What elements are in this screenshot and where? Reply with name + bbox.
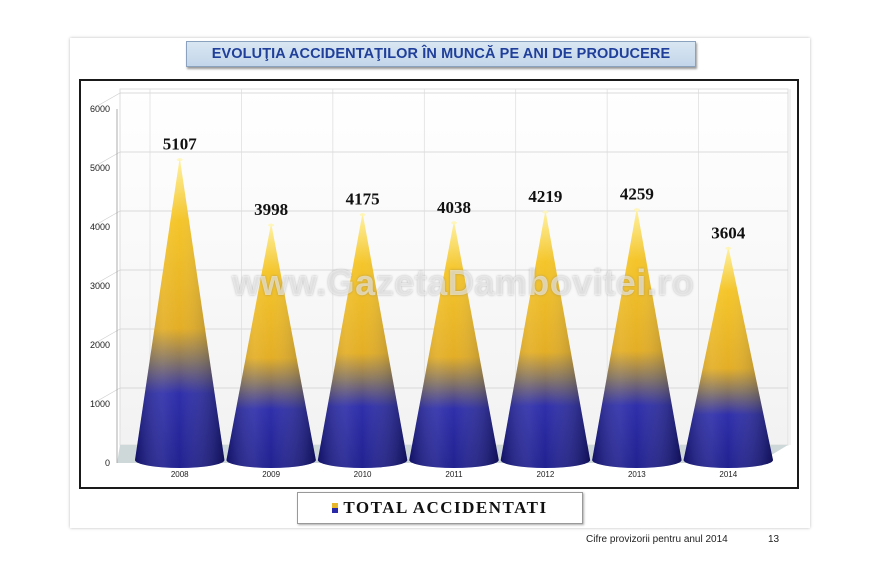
cone-shade: [683, 246, 773, 468]
legend: TOTAL ACCIDENTATI: [297, 492, 583, 524]
data-label: 4038: [437, 198, 471, 217]
x-tick-label: 2014: [719, 470, 737, 479]
cone-shade: [500, 210, 591, 469]
gridline-side: [91, 328, 121, 346]
cone-tip: [725, 246, 732, 250]
gridline-side: [91, 269, 121, 287]
y-tick-label: 1000: [90, 399, 110, 409]
y-tick-label: 2000: [90, 340, 110, 350]
gridline-side: [91, 92, 121, 110]
page-number: 13: [768, 534, 780, 545]
data-label: 3998: [254, 200, 288, 219]
legend-swatch: [332, 503, 339, 513]
cone-shade: [409, 220, 499, 468]
y-tick-label: 3000: [90, 281, 110, 291]
watermark-text: www.GazetaDambovitei.ro: [232, 262, 695, 303]
cone-tip: [633, 208, 640, 212]
y-tick-label: 6000: [90, 104, 110, 114]
cone-tip: [176, 158, 183, 162]
cone-tip: [268, 223, 275, 227]
x-tick-label: 2012: [537, 470, 555, 479]
y-tick-label: 4000: [90, 222, 110, 232]
data-label: 5107: [163, 135, 198, 154]
cone-tip: [451, 221, 457, 225]
x-tick-label: 2013: [628, 470, 646, 479]
footer-note: Cifre provizorii pentru anul 2014: [586, 534, 728, 545]
x-tick-label: 2009: [262, 470, 280, 479]
data-label: 4219: [528, 187, 562, 206]
x-tick-label: 2011: [445, 470, 463, 479]
x-tick-label: 2010: [354, 470, 372, 479]
cone-tip: [359, 213, 366, 217]
legend-label: TOTAL ACCIDENTATI: [343, 498, 548, 517]
cone-shade: [592, 207, 682, 468]
cone-shade: [317, 212, 408, 468]
data-label: 4175: [346, 190, 380, 209]
data-label: 3604: [711, 223, 746, 242]
x-tick-label: 2008: [171, 470, 189, 479]
cone-shade: [135, 157, 225, 468]
cone-tip: [542, 210, 549, 214]
y-tick-label: 5000: [90, 163, 110, 173]
chart-title: EVOLUŢIA ACCIDENTAŢILOR ÎN MUNCĂ PE ANI …: [186, 41, 696, 67]
data-label: 4259: [620, 185, 654, 204]
gridline-side: [91, 387, 121, 405]
cone-shade: [226, 223, 316, 468]
y-tick-label: 0: [105, 458, 110, 468]
gridline-side: [91, 151, 121, 169]
gridline-side: [91, 210, 121, 228]
